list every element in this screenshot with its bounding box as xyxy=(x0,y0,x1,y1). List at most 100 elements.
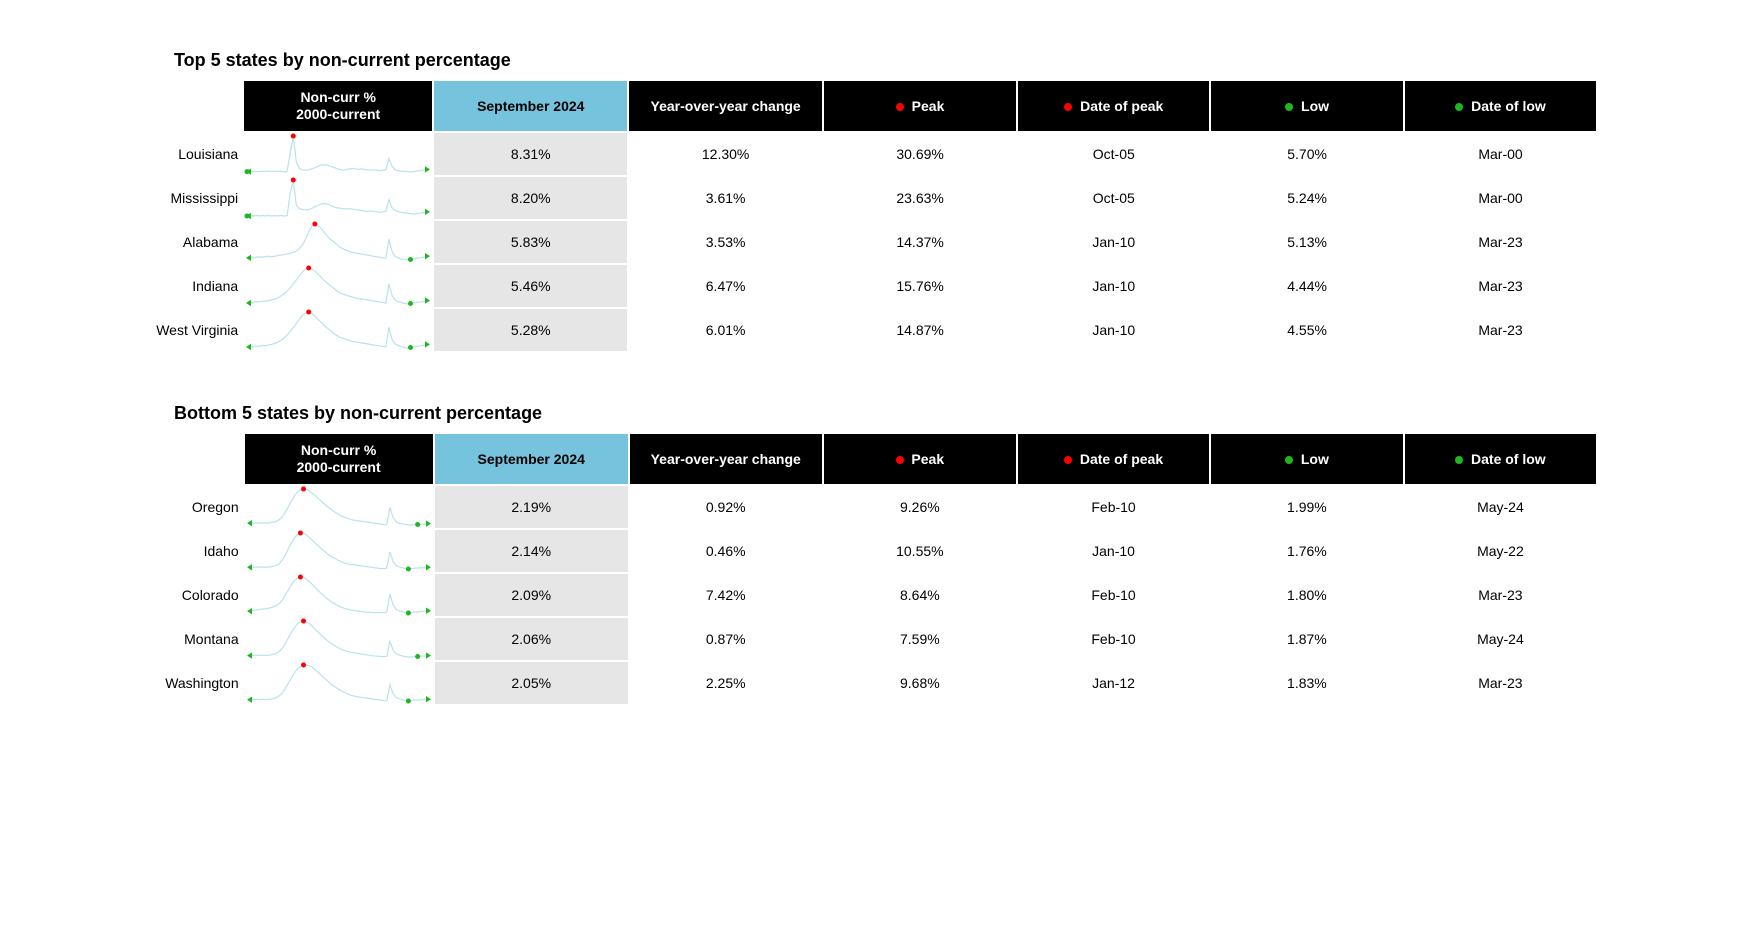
sparkline xyxy=(244,177,432,219)
state-label: Oregon xyxy=(142,486,243,528)
col-date-low: Date of low xyxy=(1405,434,1596,484)
cell-date-peak: Oct-05 xyxy=(1018,177,1209,219)
cell-date-low: Mar-23 xyxy=(1405,309,1596,351)
cell-date-peak: Feb-10 xyxy=(1018,486,1209,528)
cell-low: 5.24% xyxy=(1211,177,1403,219)
cell-peak: 10.55% xyxy=(824,530,1016,572)
col-period: September 2024 xyxy=(435,434,628,484)
cell-date-low: Mar-23 xyxy=(1405,574,1596,616)
section-title: Bottom 5 states by non-current percentag… xyxy=(174,403,1598,424)
table-row: Colorado 2.09%7.42%8.64%Feb-101.80%Mar-2… xyxy=(142,574,1596,616)
cell-date-low: May-24 xyxy=(1405,618,1596,660)
cell-date-peak: Feb-10 xyxy=(1018,574,1209,616)
cell-date-peak: Jan-10 xyxy=(1018,265,1209,307)
col-low: Low xyxy=(1211,81,1403,131)
cell-low: 1.99% xyxy=(1211,486,1403,528)
state-label: Washington xyxy=(142,662,243,704)
table-row: Louisiana 8.31%12.30%30.69%Oct-055.70%Ma… xyxy=(142,133,1596,175)
cell-date-peak: Oct-05 xyxy=(1018,133,1209,175)
cell-date-peak: Jan-10 xyxy=(1018,309,1209,351)
col-noncurr: Non-curr %2000-current xyxy=(245,434,433,484)
cell-date-low: Mar-00 xyxy=(1405,133,1596,175)
table-row: Idaho 2.14%0.46%10.55%Jan-101.76%May-22 xyxy=(142,530,1596,572)
sparkline xyxy=(245,530,433,572)
cell-date-low: Mar-23 xyxy=(1405,662,1596,704)
state-label: Louisiana xyxy=(142,133,242,175)
state-label: Montana xyxy=(142,618,243,660)
cell-peak: 30.69% xyxy=(824,133,1016,175)
cell-date-peak: Jan-10 xyxy=(1018,530,1209,572)
cell-date-peak: Jan-10 xyxy=(1018,221,1209,263)
col-date-low: Date of low xyxy=(1405,81,1596,131)
cell-low: 1.87% xyxy=(1211,618,1403,660)
state-label: Mississippi xyxy=(142,177,242,219)
cell-peak: 14.87% xyxy=(824,309,1016,351)
cell-period: 2.05% xyxy=(435,662,628,704)
cell-yoy: 0.92% xyxy=(630,486,822,528)
blank-corner xyxy=(142,81,242,131)
table-row: West Virginia 5.28%6.01%14.87%Jan-104.55… xyxy=(142,309,1596,351)
cell-period: 2.09% xyxy=(435,574,628,616)
table-row: Oregon 2.19%0.92%9.26%Feb-101.99%May-24 xyxy=(142,486,1596,528)
col-noncurr: Non-curr %2000-current xyxy=(244,81,432,131)
cell-low: 4.44% xyxy=(1211,265,1403,307)
table-row: Mississippi 8.20%3.61%23.63%Oct-055.24%M… xyxy=(142,177,1596,219)
cell-yoy: 7.42% xyxy=(630,574,822,616)
cell-yoy: 0.46% xyxy=(630,530,822,572)
cell-period: 5.46% xyxy=(434,265,627,307)
cell-yoy: 12.30% xyxy=(629,133,821,175)
cell-date-low: Mar-23 xyxy=(1405,221,1596,263)
sparkline xyxy=(245,486,433,528)
cell-yoy: 2.25% xyxy=(630,662,822,704)
state-table: Non-curr %2000-currentSeptember 2024Year… xyxy=(140,432,1598,706)
tables-root: Top 5 states by non-current percentage No… xyxy=(140,50,1598,706)
cell-period: 5.28% xyxy=(434,309,627,351)
cell-peak: 23.63% xyxy=(824,177,1016,219)
table-row: Montana 2.06%0.87%7.59%Feb-101.87%May-24 xyxy=(142,618,1596,660)
cell-yoy: 0.87% xyxy=(630,618,822,660)
cell-low: 5.70% xyxy=(1211,133,1403,175)
cell-period: 2.19% xyxy=(435,486,628,528)
cell-date-low: Mar-00 xyxy=(1405,177,1596,219)
cell-date-low: Mar-23 xyxy=(1405,265,1596,307)
cell-yoy: 3.53% xyxy=(629,221,821,263)
cell-low: 5.13% xyxy=(1211,221,1403,263)
col-period: September 2024 xyxy=(434,81,627,131)
cell-date-peak: Jan-12 xyxy=(1018,662,1209,704)
sparkline xyxy=(244,221,432,263)
sparkline xyxy=(245,618,433,660)
cell-yoy: 6.47% xyxy=(629,265,821,307)
sparkline xyxy=(244,133,432,175)
col-yoy: Year-over-year change xyxy=(630,434,822,484)
cell-peak: 9.26% xyxy=(824,486,1016,528)
sparkline xyxy=(245,662,433,704)
state-table: Non-curr %2000-currentSeptember 2024Year… xyxy=(140,79,1598,353)
table-row: Alabama 5.83%3.53%14.37%Jan-105.13%Mar-2… xyxy=(142,221,1596,263)
section-title: Top 5 states by non-current percentage xyxy=(174,50,1598,71)
sparkline xyxy=(245,574,433,616)
col-yoy: Year-over-year change xyxy=(629,81,821,131)
cell-peak: 14.37% xyxy=(824,221,1016,263)
cell-date-low: May-22 xyxy=(1405,530,1596,572)
cell-date-low: May-24 xyxy=(1405,486,1596,528)
cell-period: 8.20% xyxy=(434,177,627,219)
state-label: Idaho xyxy=(142,530,243,572)
cell-low: 1.83% xyxy=(1211,662,1403,704)
cell-period: 2.06% xyxy=(435,618,628,660)
col-date-peak: Date of peak xyxy=(1018,434,1209,484)
cell-peak: 9.68% xyxy=(824,662,1016,704)
table-row: Washington 2.05%2.25%9.68%Jan-121.83%Mar… xyxy=(142,662,1596,704)
state-label: Colorado xyxy=(142,574,243,616)
col-peak: Peak xyxy=(824,81,1016,131)
cell-date-peak: Feb-10 xyxy=(1018,618,1209,660)
cell-yoy: 6.01% xyxy=(629,309,821,351)
col-date-peak: Date of peak xyxy=(1018,81,1209,131)
state-label: Alabama xyxy=(142,221,242,263)
sparkline xyxy=(244,309,432,351)
cell-low: 1.80% xyxy=(1211,574,1403,616)
cell-period: 8.31% xyxy=(434,133,627,175)
cell-peak: 15.76% xyxy=(824,265,1016,307)
cell-low: 1.76% xyxy=(1211,530,1403,572)
state-label: Indiana xyxy=(142,265,242,307)
sparkline xyxy=(244,265,432,307)
